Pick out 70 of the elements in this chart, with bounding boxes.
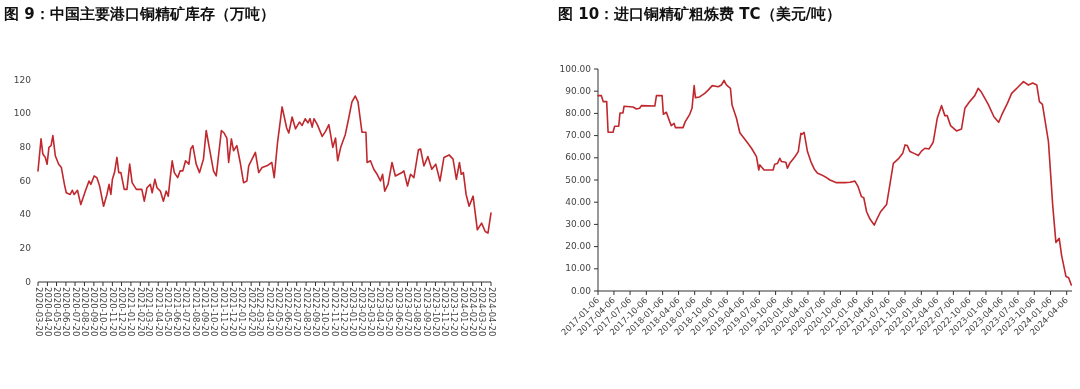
- x-tick-label: 2022-03-20: [255, 287, 266, 337]
- x-tick-label: 2023-02-20: [357, 287, 368, 337]
- y-tick-label: 90.00: [565, 85, 592, 96]
- y-tick-label: 70.00: [565, 130, 592, 141]
- x-tick-label: 2024-01-20: [458, 287, 469, 337]
- x-tick-label: 2023-08-20: [412, 287, 423, 337]
- y-tick-label: 0.00: [570, 285, 592, 296]
- x-tick-label: 2021-07-20: [181, 287, 192, 337]
- x-tick-label: 2023-05-20: [384, 287, 395, 337]
- y-tick-label: 60: [19, 175, 32, 186]
- x-tick-label: 2021-06-20: [172, 287, 183, 337]
- x-tick-label: 2022-05-20: [273, 287, 284, 337]
- x-tick-label: 2020-04-20: [42, 287, 53, 337]
- x-tick-label: 2020-08-20: [79, 287, 90, 337]
- chart-title: 图 10：进口铜精矿粗炼费 TC（美元/吨）: [558, 5, 842, 23]
- x-tick-label: 2022-10-20: [320, 287, 331, 337]
- x-tick-label: 2022-09-20: [311, 287, 322, 337]
- x-tick-label: 2024-03-20: [477, 287, 488, 337]
- chart-title: 图 9：中国主要港口铜精矿库存（万吨）: [4, 5, 275, 23]
- x-tick-label: 2023-12-20: [449, 287, 460, 337]
- y-tick-label: 10.00: [565, 263, 592, 274]
- x-tick-label: 2023-04-20: [375, 287, 386, 337]
- x-tick-label: 2024-02-20: [468, 287, 479, 337]
- x-tick-label: 2024-04-20: [486, 287, 497, 337]
- y-tick-label: 50.00: [565, 174, 592, 185]
- x-tick-label: 2021-05-20: [162, 287, 173, 337]
- x-tick-label: 2022-08-20: [301, 287, 312, 337]
- x-tick-label: 2022-04-20: [264, 287, 275, 337]
- x-tick-label: 2021-02-20: [135, 287, 146, 337]
- x-tick-label: 2021-12-20: [227, 287, 238, 337]
- x-tick-label: 2022-02-20: [246, 287, 257, 337]
- y-tick-label: 40: [19, 209, 32, 220]
- y-tick-label: 80.00: [565, 107, 592, 118]
- y-tick-label: 20.00: [565, 241, 592, 252]
- x-tick-label: 2020-11-20: [107, 287, 118, 337]
- y-tick-label: 60.00: [565, 152, 592, 163]
- x-tick-label: 2022-11-20: [329, 287, 340, 337]
- x-tick-label: 2023-11-20: [440, 287, 451, 337]
- x-tick-label: 2021-03-20: [144, 287, 155, 337]
- y-tick-label: 100: [13, 108, 32, 119]
- y-tick-label: 0: [25, 276, 32, 287]
- x-tick-label: 2021-01-20: [126, 287, 137, 337]
- x-tick-label: 2021-11-20: [218, 287, 229, 337]
- x-tick-label: 2023-07-20: [403, 287, 413, 337]
- x-tick-label: 2020-09-20: [89, 287, 100, 337]
- y-tick-label: 120: [13, 74, 32, 85]
- y-tick-label: 100.00: [559, 63, 592, 74]
- x-tick-label: 2021-09-20: [200, 287, 211, 337]
- x-tick-label: 2022-07-20: [292, 287, 303, 337]
- x-tick-label: 2023-09-20: [421, 287, 432, 337]
- y-tick-label: 30.00: [565, 218, 592, 229]
- x-tick-label: 2021-08-20: [190, 287, 201, 337]
- x-tick-label: 2022-06-20: [283, 287, 294, 337]
- x-tick-label: 2020-05-20: [52, 287, 63, 337]
- x-tick-label: 2022-12-20: [338, 287, 349, 337]
- x-tick-label: 2020-03-20: [33, 287, 44, 337]
- y-tick-label: 80: [19, 141, 32, 152]
- x-tick-label: 2020-06-20: [61, 287, 72, 337]
- x-tick-label: 2023-10-20: [430, 287, 441, 337]
- y-tick-label: 40.00: [565, 196, 592, 207]
- x-tick-label: 2020-07-20: [70, 287, 81, 337]
- x-tick-label: 2022-01-20: [237, 287, 248, 337]
- x-tick-label: 2021-10-20: [209, 287, 220, 337]
- x-tick-label: 2020-12-20: [117, 287, 127, 337]
- x-tick-label: 2023-03-20: [365, 287, 376, 337]
- x-tick-label: 2021-04-20: [153, 287, 164, 337]
- x-tick-label: 2023-01-20: [348, 287, 359, 337]
- x-tick-label: 2020-10-20: [98, 287, 109, 337]
- x-tick-label: 2023-06-20: [393, 287, 404, 337]
- y-tick-label: 20: [19, 242, 32, 253]
